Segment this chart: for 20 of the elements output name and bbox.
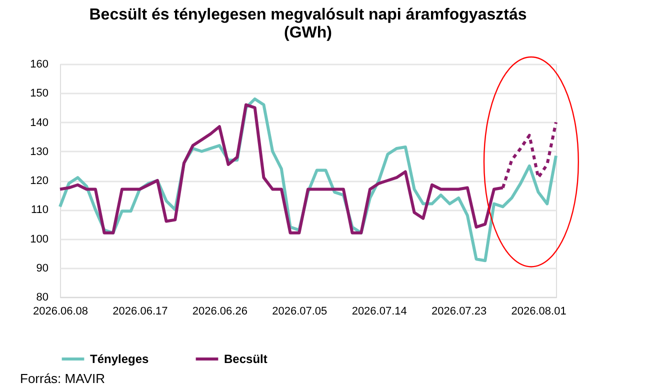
y-tick-label: 110: [30, 204, 48, 216]
x-tick-label: 2026.06.26: [192, 306, 248, 318]
y-tick-label: 130: [30, 146, 48, 158]
text: Forrás: MAVIR: [20, 371, 105, 386]
y-tick-label: 140: [30, 116, 48, 129]
x-tick-label: 2026.07.05: [272, 306, 328, 318]
y-tick-label: 150: [30, 88, 48, 100]
chart-title: Becsült és ténylegesen megvalósult napi áramfogyasztás (GWh): [89, 6, 527, 42]
y-tick-label: 160: [30, 58, 48, 70]
x-tick-label: 2026.06.17: [112, 306, 168, 318]
y-tick-label: 80: [36, 292, 48, 304]
legend-label: Tényleges: [90, 352, 150, 366]
y-tick-label: 100: [30, 233, 48, 246]
y-tick-label: 120: [30, 175, 48, 187]
legend-label: Becsült: [224, 352, 268, 366]
x-tick-label: 2026.06.08: [32, 306, 88, 318]
x-tick-label: 2026.07.14: [352, 306, 407, 318]
x-tick-label: 2026.07.23: [432, 306, 487, 318]
x-tick-label: 2026.08.01: [511, 306, 566, 318]
y-tick-label: 90: [36, 262, 48, 274]
